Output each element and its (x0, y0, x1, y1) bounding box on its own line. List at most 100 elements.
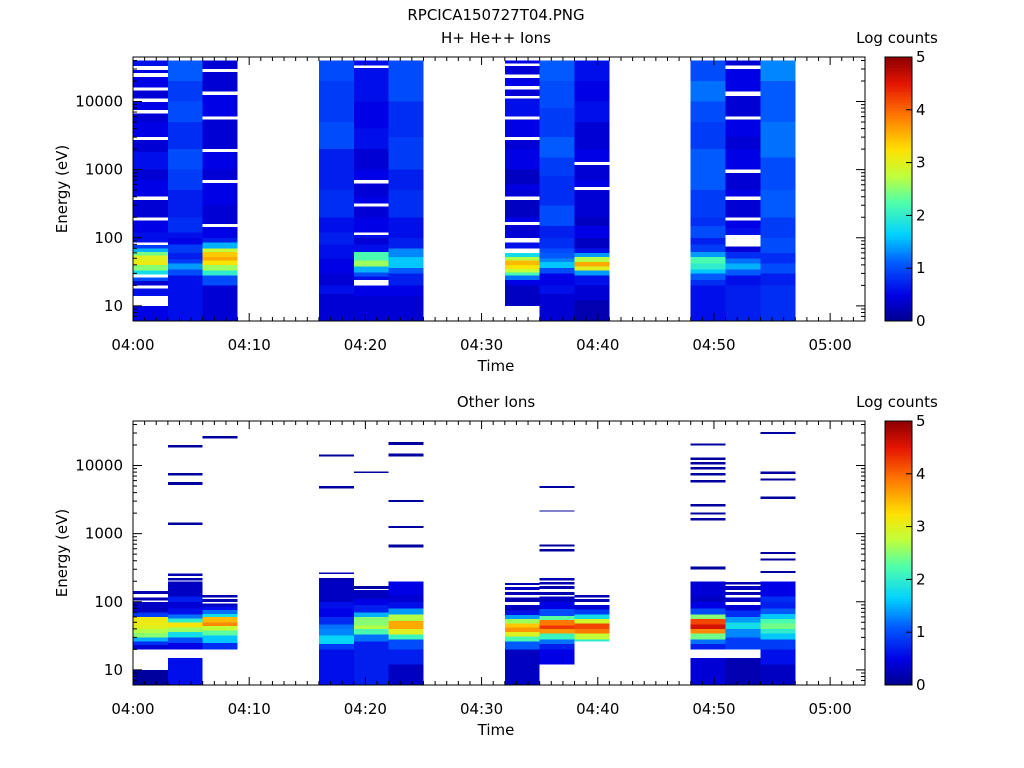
heatmap-cell (133, 251, 168, 256)
heatmap-cell (167, 169, 203, 191)
heatmap-cell (690, 480, 726, 483)
colorbar-segment (885, 434, 912, 438)
colorbar-segment (885, 537, 912, 541)
heatmap-cell (353, 237, 389, 245)
colorbar-segment (885, 545, 912, 549)
heatmap-cell (539, 601, 575, 610)
heatmap-cell (725, 591, 761, 596)
heatmap-cell (539, 80, 575, 109)
heatmap-cell (133, 220, 168, 233)
colorbar-segment (885, 72, 912, 77)
heatmap-cell (725, 69, 761, 92)
colorbar-tick-label: 4 (916, 465, 926, 483)
heatmap-cell (318, 572, 354, 575)
colorbar-segment (885, 70, 912, 74)
colorbar-tick-label: 4 (916, 101, 926, 119)
colorbar-segment (885, 465, 912, 470)
heatmap-cell (318, 454, 354, 457)
colorbar-segment (885, 215, 912, 219)
colorbar-label: Log counts (856, 29, 938, 47)
heatmap-cell (725, 227, 761, 235)
colorbar-segment (885, 436, 912, 441)
colorbar-segment (885, 268, 912, 272)
heatmap-cell (725, 285, 761, 321)
heatmap-cell (504, 285, 540, 306)
colorbar-segment (885, 473, 912, 478)
heatmap-cell (539, 586, 575, 589)
colorbar-segment (885, 297, 912, 301)
heatmap-cell (574, 598, 610, 602)
heatmap-cell (133, 180, 168, 197)
colorbar-segment (885, 513, 912, 517)
colorbar-segment (885, 165, 912, 169)
colorbar-segment (885, 558, 912, 562)
colorbar-segment (885, 642, 912, 646)
heatmap-cell (504, 225, 540, 238)
colorbar-segment (885, 584, 912, 588)
colorbar-segment (885, 170, 912, 174)
heatmap-cell (353, 60, 389, 66)
heatmap-cell (353, 616, 389, 626)
colorbar-segment (885, 674, 912, 678)
x-tick-label: 05:00 (809, 700, 852, 718)
colorbar-segment (885, 315, 912, 319)
colorbar-tick-label: 1 (916, 623, 926, 641)
colorbar-segment (885, 526, 912, 530)
colorbar-segment (885, 289, 912, 293)
heatmap-cell (133, 281, 168, 286)
colorbar-segment (885, 587, 912, 591)
heatmap-cell (388, 500, 424, 503)
heatmap-cell (574, 80, 610, 102)
heatmap-cell (760, 614, 796, 619)
heatmap-cell (574, 190, 610, 218)
colorbar-segment (885, 592, 912, 596)
heatmap-cell (539, 510, 575, 512)
heatmap-cell (690, 657, 726, 685)
colorbar-segment (885, 624, 912, 628)
heatmap-cell (202, 237, 238, 243)
heatmap-cell (690, 122, 726, 150)
heatmap-cell (760, 263, 796, 274)
colorbar-segment (885, 500, 912, 504)
heatmap-cell (133, 590, 168, 594)
heatmap-cell (574, 252, 610, 258)
heatmap-cell (504, 586, 540, 590)
heatmap-cell (574, 60, 610, 81)
heatmap-cell (574, 270, 610, 276)
colorbar-segment (885, 157, 912, 161)
colorbar-segment (885, 233, 912, 238)
heatmap-cell (388, 60, 424, 102)
heatmap-cell (539, 60, 575, 81)
heatmap-cell (388, 217, 424, 238)
heatmap-cell (318, 601, 354, 609)
heatmap-cell (690, 581, 726, 597)
heatmap-cell (539, 643, 575, 650)
colorbar-tick-label: 5 (916, 412, 926, 430)
colorbar-segment (885, 603, 912, 607)
heatmap-cell (353, 641, 389, 650)
heatmap-cell (318, 273, 354, 286)
colorbar-segment (885, 450, 912, 454)
heatmap-cell (574, 257, 610, 263)
colorbar-segment (885, 181, 912, 185)
heatmap-cell (388, 649, 424, 665)
heatmap-cell (504, 260, 540, 265)
plot-frame (132, 420, 866, 686)
colorbar-segment (885, 299, 912, 304)
heatmap-cell (167, 259, 203, 264)
colorbar-segment (885, 531, 912, 536)
heatmap-cell (504, 275, 540, 280)
heatmap-cell (388, 664, 424, 685)
heatmap-cell (539, 248, 575, 253)
heatmap-cell (353, 244, 389, 252)
y-tick-label: 10 (104, 661, 123, 679)
heatmap-cell (504, 78, 540, 86)
heatmap-cell (574, 595, 610, 598)
heatmap-cell (167, 190, 203, 218)
colorbar-bottom: 0 1 2 3 4 5 (884, 412, 926, 694)
heatmap-cell (690, 251, 726, 258)
heatmap-cell (690, 269, 726, 274)
x-ticks-top: 04:00 04:10 04:20 04:30 04:40 04:50 05:00 (111, 57, 866, 354)
colorbar-tick-label: 0 (916, 676, 926, 694)
heatmap-cell (167, 217, 203, 233)
